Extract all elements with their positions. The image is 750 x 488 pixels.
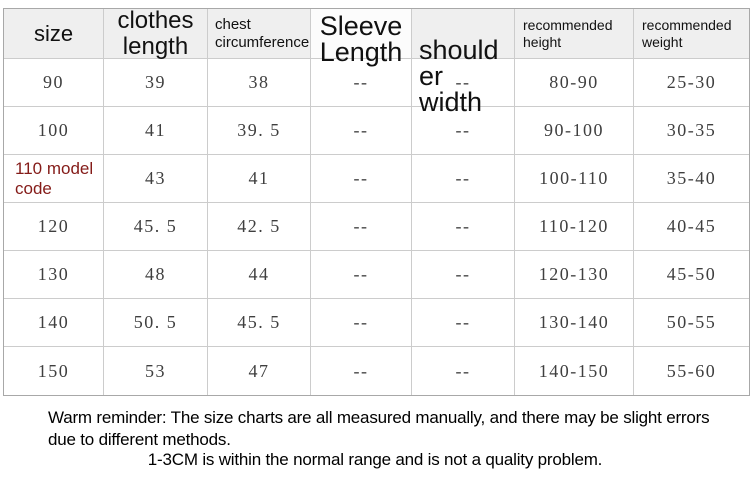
cell-clothes-length: 48 [104,251,208,299]
col-header-recommended-height: recommended height [515,9,634,59]
cell-clothes-length: 43 [104,155,208,203]
cell-sleeve-length: -- [311,203,412,251]
cell-clothes-length: 53 [104,347,208,395]
cell-chest-circumference: 45. 5 [208,299,311,347]
cell-shoulder-width: -- [412,347,515,395]
cell-recommended-height: 90-100 [515,107,634,155]
cell-recommended-weight: 55-60 [666,360,717,381]
cell-sleeve-length: -- [311,59,412,107]
col-header-sleeve-length: Sleeve Length [311,9,412,66]
cell-recommended-weight: 50-55 [634,299,749,347]
cell-clothes-length: 45. 5 [104,203,208,251]
col-header-chest-circumference: chest circumference [208,9,311,59]
cell-recommended-height: 110-120 [515,203,634,251]
cell-recommended-height: 120-130 [515,251,634,299]
cell-chest-circumference: 39. 5 [208,107,311,155]
col-header-clothes-length: clothes length [104,7,208,59]
cell-size-110-model-code: 110 model code [4,155,104,203]
cell-size: 120 [4,203,104,251]
cell-recommended-height: 130-140 [515,299,634,347]
cell-recommended-weight: 30-35 [634,107,749,155]
col-header-size: size [4,9,104,59]
cell-size: 100 [4,107,104,155]
cell-shoulder-width: -- [412,155,515,203]
cell-sleeve-length: -- [311,299,412,347]
col-header-recommended-weight: recommended weight [634,9,749,59]
size-chart-table: size clothes length chest circumference … [3,7,750,396]
col-header-shoulder-width: should er width [412,9,515,116]
cell-recommended-height: 80-90 [515,59,634,107]
shoulder-width-label: should er width [419,35,499,117]
cell-recommended-weight: 45-50 [634,251,749,299]
cell-recommended-weight: 25-30 [634,59,749,107]
cell-chest-circumference: 41 [208,155,311,203]
cell-recommended-height: 140-150 [515,347,634,395]
cell-recommended-weight: 40-45 [634,203,749,251]
cell-size: 140 [4,299,104,347]
cell-shoulder-width: -- [412,59,515,107]
cell-size: 130 [4,251,104,299]
cell-sleeve-length: -- [311,251,412,299]
cell-clothes-length: 50. 5 [104,299,208,347]
cell-chest-circumference: 47 [208,347,311,395]
cell-chest-circumference: 44 [208,251,311,299]
cell-size: 150 [4,347,104,395]
cell-shoulder-width: -- [412,299,515,347]
cell-clothes-length: 41 [104,107,208,155]
cell-sleeve-length: -- [311,347,412,395]
cell-shoulder-width: -- [412,107,515,155]
cell-shoulder-width: -- [412,251,515,299]
tolerance-note-text: 1-3CM is within the normal range and is … [147,450,603,469]
cell-size: 90 [4,59,104,107]
cell-sleeve-length: -- [311,107,412,155]
cell-chest-circumference: 38 [208,59,311,107]
cell-shoulder-width: -- [412,203,515,251]
cell-chest-circumference: 42. 5 [208,203,311,251]
cell-recommended-weight: 35-40 [634,155,749,203]
warm-reminder-text: Warm reminder: The size charts are all m… [48,408,710,449]
cell-recommended-height: 100-110 [515,155,634,203]
cell-clothes-length: 39 [104,59,208,107]
cell-sleeve-length: -- [311,155,412,203]
